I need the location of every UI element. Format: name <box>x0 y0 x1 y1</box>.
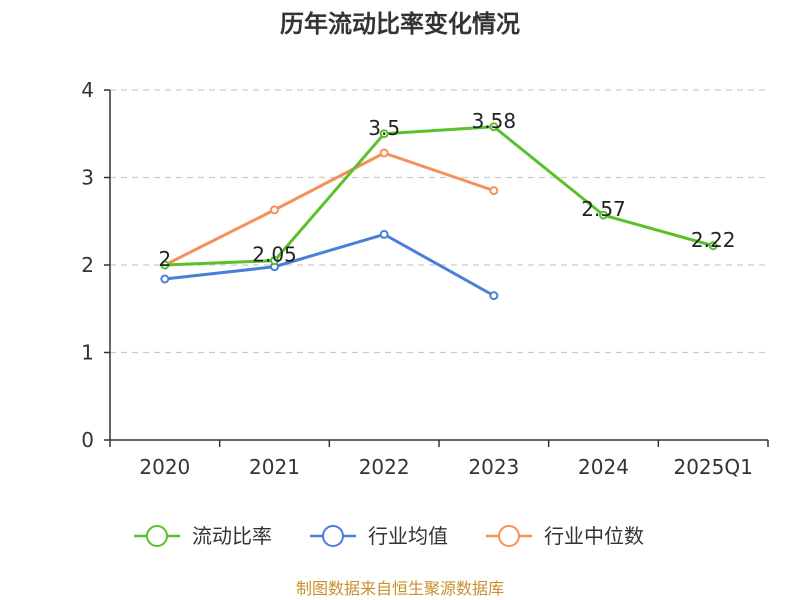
x-tick-label: 2025Q1 <box>673 455 752 479</box>
x-tick-label: 2022 <box>359 455 410 479</box>
data-point <box>160 274 170 284</box>
data-label: 2.57 <box>581 197 626 221</box>
series-line-2 <box>164 151 495 267</box>
y-tick-label: 2 <box>81 253 94 277</box>
data-point <box>379 129 389 139</box>
y-tick-label: 1 <box>81 341 94 365</box>
legend-marker-icon <box>498 525 520 547</box>
data-point <box>160 260 170 270</box>
series-line-1 <box>164 232 495 297</box>
x-tick-label: 2020 <box>139 455 190 479</box>
legend-item-0[interactable]: 流动比率 <box>134 524 272 548</box>
y-tick-label: 3 <box>81 166 94 190</box>
legend-marker-icon <box>322 525 344 547</box>
data-labels: 2 2.05 3.5 3.58 2.57 2.22 <box>158 109 735 271</box>
data-point <box>270 256 279 266</box>
x-tick-label: 2021 <box>249 455 300 479</box>
y-tick-label: 0 <box>81 428 94 452</box>
data-point <box>599 210 608 220</box>
x-tick-label: 2024 <box>578 455 629 479</box>
data-point <box>379 229 389 239</box>
x-tick-label: 2023 <box>468 455 519 479</box>
data-label: 2.22 <box>691 228 736 252</box>
legend[interactable]: 流动比率 行业均值 行业中位数 <box>134 524 644 548</box>
series-lines <box>160 122 718 301</box>
data-point <box>489 122 499 132</box>
axes: 0 1 2 3 4 2020 2021 2022 2023 2024 2025Q1 <box>81 78 769 479</box>
chart-title: 历年流动比率变化情况 <box>280 10 520 38</box>
legend-label: 行业均值 <box>368 524 448 548</box>
series-line-0 <box>164 125 714 267</box>
data-point <box>489 186 499 196</box>
data-point <box>489 291 499 301</box>
legend-label: 行业中位数 <box>544 524 644 548</box>
data-point <box>379 148 389 158</box>
data-point <box>270 205 279 215</box>
legend-item-1[interactable]: 行业均值 <box>310 524 448 548</box>
data-label: 3.58 <box>472 109 517 133</box>
data-label: 3.5 <box>368 116 400 140</box>
legend-marker-icon <box>146 525 168 547</box>
legend-item-2[interactable]: 行业中位数 <box>486 524 644 548</box>
data-point <box>708 241 718 251</box>
data-label: 2.05 <box>252 243 297 267</box>
y-tick-label: 4 <box>81 78 94 102</box>
source-footnote: 制图数据来自恒生聚源数据库 <box>296 579 504 598</box>
data-label: 2 <box>158 247 171 271</box>
legend-label: 流动比率 <box>192 524 272 548</box>
